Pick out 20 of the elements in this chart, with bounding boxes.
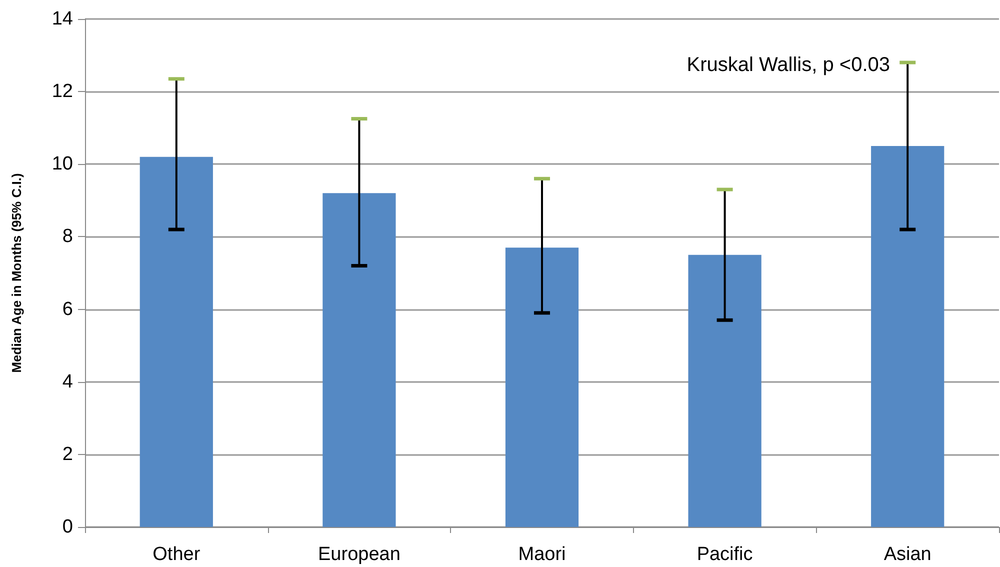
bar <box>688 254 762 527</box>
y-tick-label: 2 <box>62 444 73 465</box>
bar <box>871 146 944 527</box>
x-tick-label: Other <box>152 544 201 565</box>
x-tick-label: Asian <box>884 544 932 565</box>
x-tick-label: Pacific <box>696 544 753 565</box>
bar <box>140 156 213 527</box>
x-tick-label: Maori <box>518 544 566 565</box>
x-tick-label: European <box>318 544 400 565</box>
annotation: Kruskal Wallis, p <0.03 <box>686 54 890 76</box>
y-tick-label: 0 <box>62 516 73 538</box>
y-tick-label: 14 <box>52 8 74 30</box>
bar <box>505 248 579 527</box>
y-tick-label: 12 <box>52 81 73 102</box>
y-tick-label: 6 <box>62 298 73 320</box>
y-tick-label: 4 <box>62 371 74 392</box>
y-tick-label: 8 <box>62 226 73 248</box>
y-tick-label: 10 <box>52 154 73 175</box>
y-axis-title: Median Age in Months (95% C.I.) <box>9 173 24 373</box>
bar <box>322 193 396 527</box>
